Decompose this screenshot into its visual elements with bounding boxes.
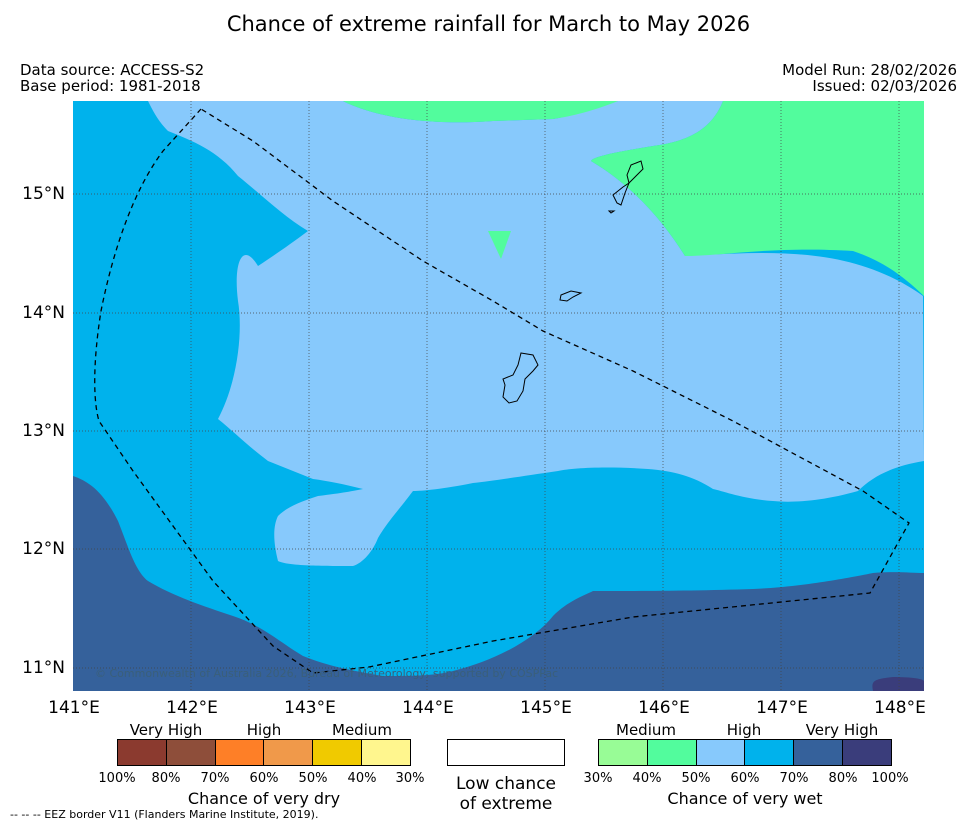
graticule: [73, 101, 924, 691]
region-highest-wet: [872, 677, 924, 691]
islands: [502, 160, 644, 404]
island-rota: [559, 290, 583, 302]
issued-date: Issued: 02/03/2026: [812, 77, 957, 95]
lon-label: 146°E: [638, 698, 690, 718]
lat-label: 11°N: [22, 658, 65, 678]
wet-legend-title: Chance of very wet: [667, 789, 823, 808]
lon-label: 145°E: [520, 698, 572, 718]
lon-label: 144°E: [402, 698, 454, 718]
wet-pct: 60%: [730, 771, 760, 786]
dry-pct: 30%: [395, 771, 425, 786]
model-run: Model Run: 28/02/2026: [782, 61, 957, 79]
wet-pct: 80%: [828, 771, 858, 786]
dry-pct: 80%: [151, 771, 181, 786]
lon-label: 148°E: [874, 698, 926, 718]
lon-label: 141°E: [48, 698, 100, 718]
lat-label: 14°N: [22, 303, 65, 323]
data-source: Data source: ACCESS-S2: [20, 61, 205, 79]
neutral-label-1: Low chance: [456, 774, 556, 794]
neutral-swatch: [447, 739, 565, 766]
region-medium-wet-northeast: [591, 101, 924, 296]
wet-band-high: High: [726, 721, 762, 739]
wet-band-medium: Medium: [616, 721, 676, 739]
island-guam: [502, 352, 539, 404]
wet-swatch: [745, 740, 795, 765]
wet-swatch: [599, 740, 648, 765]
wet-pct: 70%: [779, 771, 809, 786]
wet-pct: 40%: [632, 771, 662, 786]
wet-pct: 30%: [583, 771, 613, 786]
wet-swatch: [696, 740, 746, 765]
eez-border: [94, 108, 910, 674]
dry-colorbar: [117, 739, 411, 766]
base-period: Base period: 1981-2018: [20, 77, 201, 95]
island-saipan: [626, 160, 644, 184]
map-area: © Commonwealth of Australia 2026, Bureau…: [73, 101, 924, 691]
dry-band-high: High: [246, 721, 282, 739]
dry-pct: 60%: [249, 771, 279, 786]
lon-label: 143°E: [284, 698, 336, 718]
lon-label: 142°E: [166, 698, 218, 718]
dry-swatch: [118, 740, 167, 765]
wet-swatch: [794, 740, 844, 765]
dry-swatch: [313, 740, 363, 765]
dry-pct: 70%: [200, 771, 230, 786]
region-medium-high-wet: [148, 101, 924, 566]
wet-band-very-high: Very High: [805, 721, 879, 739]
island-aguijan: [607, 210, 616, 214]
dry-band-medium: Medium: [332, 721, 392, 739]
dry-swatch: [166, 740, 216, 765]
neutral-fill: [448, 740, 564, 765]
dry-legend-title: Chance of very dry: [187, 789, 341, 808]
lon-label: 147°E: [756, 698, 808, 718]
wet-pct: 50%: [681, 771, 711, 786]
map-title: Chance of extreme rainfall for March to …: [226, 12, 751, 36]
eez-footnote: -- -- -- EEZ border V11 (Flanders Marine…: [10, 808, 319, 821]
dry-pct: 40%: [347, 771, 377, 786]
dry-pct: 100%: [98, 771, 136, 786]
wet-swatch: [843, 740, 891, 765]
wet-swatch: [647, 740, 697, 765]
region-medium-wet-north: [343, 101, 618, 123]
wet-colorbar: [598, 739, 892, 766]
dry-swatch: [264, 740, 314, 765]
neutral-label-2: of extreme: [459, 794, 553, 814]
copyright-notice: © Commonwealth of Australia 2026, Bureau…: [95, 667, 559, 680]
dry-band-very-high: Very High: [129, 721, 203, 739]
wet-pct: 100%: [871, 771, 909, 786]
lat-label: 15°N: [22, 184, 65, 204]
dry-swatch: [215, 740, 265, 765]
dry-swatch: [362, 740, 410, 765]
dry-pct: 50%: [298, 771, 328, 786]
region-very-high-wet: [73, 476, 924, 691]
rainfall-map: [73, 101, 924, 691]
lat-label: 12°N: [22, 539, 65, 559]
region-medium-wet-spot: [488, 231, 511, 259]
lat-label: 13°N: [22, 421, 65, 441]
